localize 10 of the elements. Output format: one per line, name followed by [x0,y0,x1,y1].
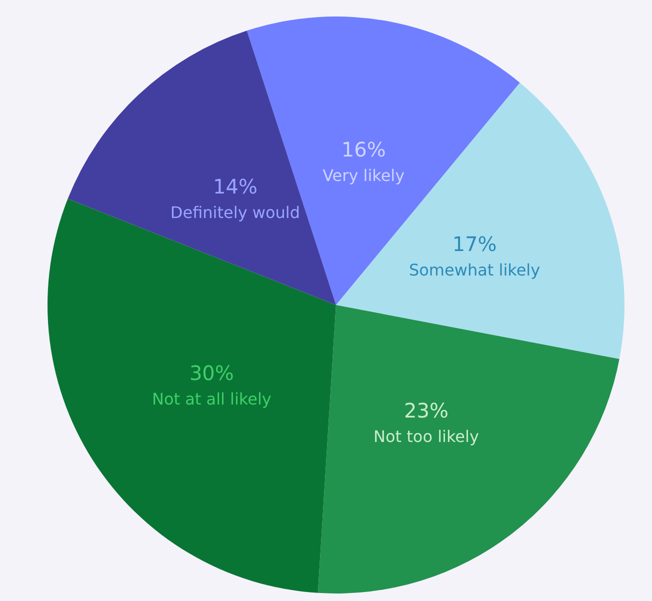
slice-label: Not at all likely [152,389,272,408]
slice-label: Definitely would [170,203,300,222]
slice-label: Very likely [322,166,405,185]
data-label: 16% [341,137,386,162]
data-label: 30% [189,360,234,385]
data-label: 17% [452,232,497,256]
slice-label: Somewhat likely [408,260,540,280]
data-label: 14% [212,174,258,199]
slice-label: Not too likely [374,426,479,446]
data-label: 23% [404,398,448,422]
